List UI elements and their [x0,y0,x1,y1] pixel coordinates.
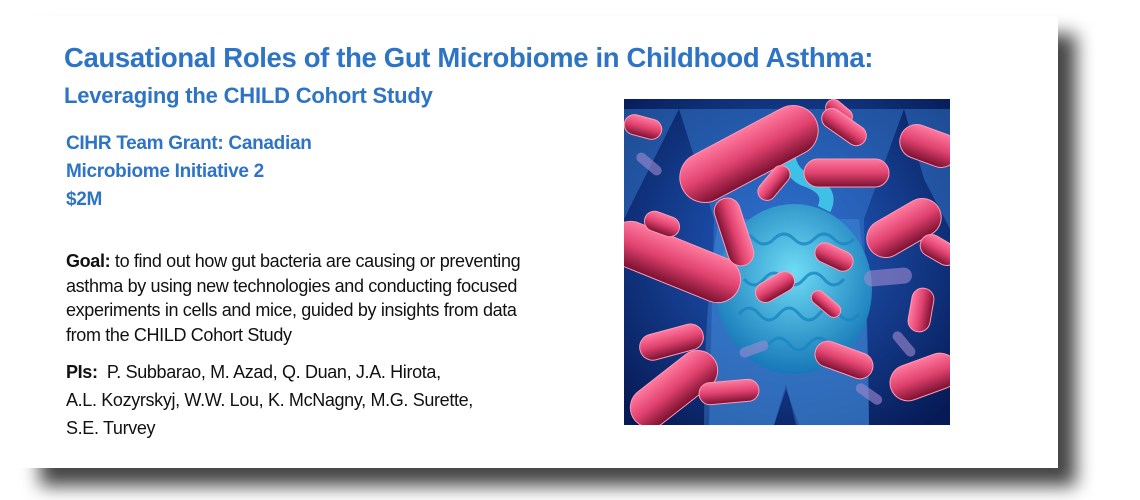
goal-line: to find out how gut bacteria are causing… [110,251,521,271]
goal-label: Goal: [66,251,111,271]
slide-card: Causational Roles of the Gut Microbiome … [0,16,1058,468]
pis-line: P. Subbarao, M. Azad, Q. Duan, J.A. Hiro… [97,362,441,382]
goal-line: experiments in cells and mice, guided by… [66,300,517,320]
pis-line: S.E. Turvey [66,418,156,438]
grant-line: Microbiome Initiative 2 [66,161,264,182]
goal-text: Goal: to find out how gut bacteria are c… [66,249,521,347]
pis-list: PIs: P. Subbarao, M. Azad, Q. Duan, J.A.… [66,358,473,442]
goal-line: from the CHILD Cohort Study [66,324,292,345]
grant-info: CIHR Team Grant: Canadian Microbiome Ini… [66,130,312,214]
pis-label: PIs: [66,362,98,382]
grant-line: CIHR Team Grant: Canadian [66,133,312,154]
pis-line: A.L. Kozyrskyj, W.W. Lou, K. McNagny, M.… [66,390,473,410]
goal-line: asthma by using new technologies and con… [66,275,518,296]
slide-subtitle: Leveraging the CHILD Cohort Study [64,83,433,108]
gut-bacteria-illustration [624,99,950,425]
grant-amount: $2M [66,189,103,210]
slide-title: Causational Roles of the Gut Microbiome … [64,42,874,73]
